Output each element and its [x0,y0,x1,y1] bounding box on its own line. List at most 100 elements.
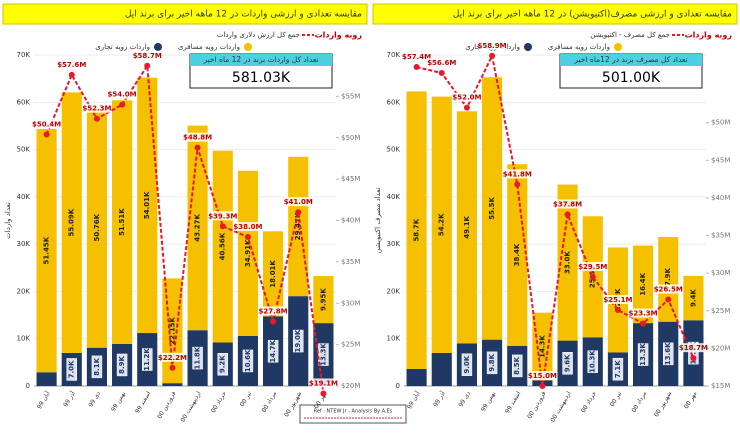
y2-tick-label: $20M [711,344,730,352]
line-point [640,320,647,327]
value-label-box [91,355,103,379]
value-label-box [680,343,707,353]
value-label: 13.9K [689,341,697,364]
line-value-label: $15.0M [528,372,557,380]
y2-tick-label: $40M [711,194,730,202]
line-value-label: $37.8M [553,200,582,208]
y2-tick-label: $35M [711,232,730,240]
value-label-box [453,92,480,102]
y-tick-label: 60K [17,98,31,106]
y2-tick-label: $45M [711,156,730,164]
value-label: 18.01K [269,260,277,288]
y2-tick-label: $30M [341,299,360,307]
legend-label: واردات رویه مسافری [178,43,240,51]
value-label: 9.6K [564,354,572,372]
line-point [119,101,126,108]
value-label: 29.47K [294,212,302,240]
legend-label: واردات رویه مسافری [548,43,610,51]
value-label-box [486,351,498,375]
value-label: 50.76K [93,213,101,241]
value-label: 16.4K [639,272,647,295]
value-label-box [33,119,60,129]
line-value-label: $58.7M [133,52,162,60]
value-label: 34.91K [244,239,252,267]
y2-tick-label: $45M [341,175,360,183]
y2-tick-label: $35M [341,258,360,266]
bar-segment [187,125,208,331]
value-label: 51.45K [43,236,51,264]
y2-tick-label: $50M [341,134,360,142]
value-label-box [612,357,624,381]
y-axis-title: تعداد مصرف اکتیویشن [374,187,382,253]
value-label: 13.3K [319,343,327,366]
y2-tick-label: $20M [341,382,360,390]
value-label: 33.0K [564,251,572,274]
value-label-box [159,352,186,362]
bar-segment [288,156,309,297]
line-value-label: $52.0M [452,94,481,102]
value-label: 14.7K [269,339,277,362]
line-point [690,355,697,362]
legend-swatch [154,43,162,51]
line-point [489,52,496,59]
value-label: 58.7K [413,218,421,241]
y-tick-label: 50K [387,146,401,154]
bar-segment [36,372,57,386]
y2-tick-label: $25M [711,307,730,315]
value-line [416,52,695,387]
value-label: 8.9K [118,355,126,373]
y-tick-label: 40K [387,193,401,201]
legend-swatch [524,43,532,51]
value-label: 40.56K [219,232,227,260]
y-tick-label: 10K [387,335,401,343]
value-label-box [267,339,279,363]
bar-segment [633,245,654,324]
value-label-box [184,132,211,142]
y2-tick-label: $55M [341,92,360,100]
value-label-box [293,329,304,353]
value-label-box [428,58,455,68]
line-point [564,211,571,218]
value-label-box [318,343,329,366]
y-tick-label: 0 [26,382,30,390]
value-label-box [587,350,598,373]
bar-segment [658,237,679,322]
value-label: 11.8K [194,346,202,369]
title-bar [2,3,368,25]
line-point [295,209,302,216]
value-label-box [554,199,581,209]
line-point [413,64,420,71]
line-point [169,364,176,371]
legend-swatch [244,43,252,51]
value-label: 43.27K [194,214,202,242]
value-label-box [217,352,228,376]
value-label: 55.5K [488,197,496,220]
value-label: 19.0K [294,329,302,352]
value-label: 9.95K [319,288,327,311]
bar-segment [507,164,528,346]
line-point [43,131,50,138]
line-value-label: $23.3M [629,310,658,318]
bar-segment [557,184,578,341]
summary-label: تعداد کل مصرف برند در 12ماه اخیر [573,55,687,64]
value-label-box [234,222,261,232]
bar-segment [532,312,553,381]
y2-tick-label: $50M [711,119,730,127]
value-label-box [688,341,699,365]
y-tick-label: 30K [387,240,401,248]
value-label: 13.6K [664,342,672,365]
title-bar [372,3,738,25]
value-label-box [479,40,506,50]
y2-tick-label: $40M [341,217,360,225]
value-label: 8.1K [93,357,101,375]
value-label: 38.4K [513,243,521,266]
y-tick-label: 0 [396,382,400,390]
y-tick-label: 70K [17,51,31,59]
value-label-box [134,50,161,60]
value-label-box [209,211,236,221]
value-label-box [461,353,473,376]
value-label-box [83,103,110,113]
line-point [144,62,151,69]
value-label-box [529,371,556,380]
line-value-label: $48.8M [183,134,212,142]
